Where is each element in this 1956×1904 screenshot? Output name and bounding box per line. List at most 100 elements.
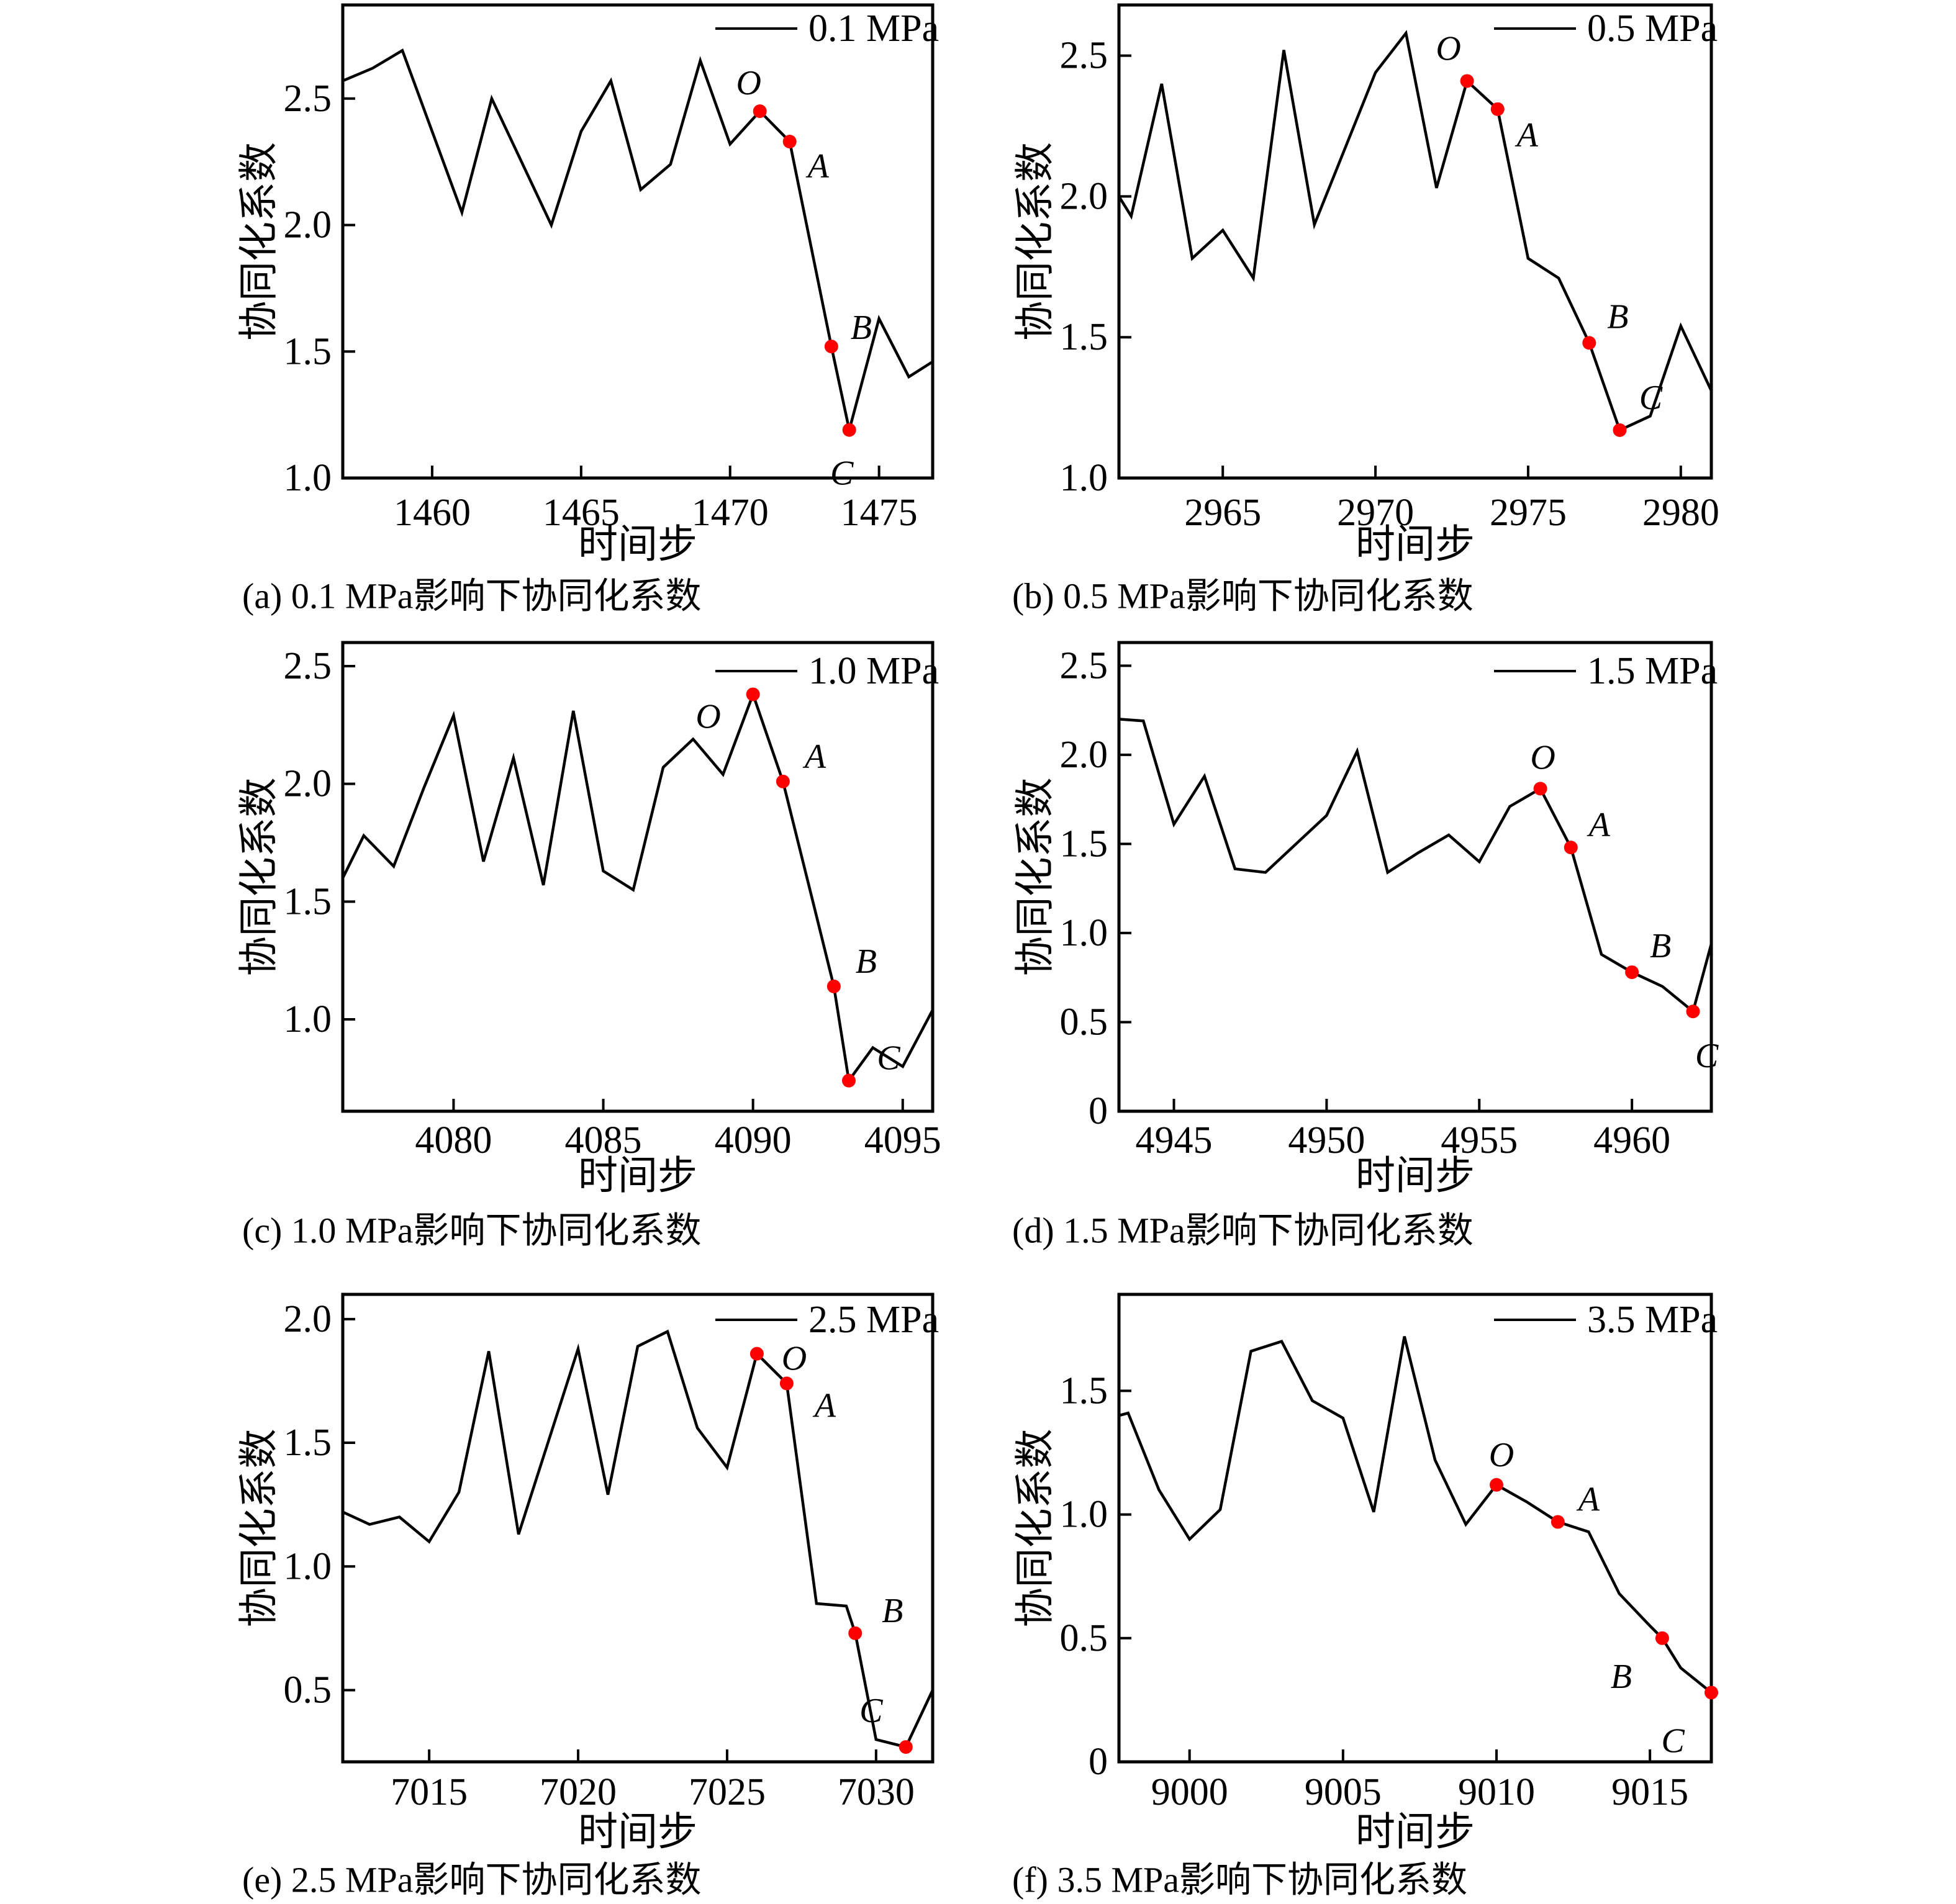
x-tick-label: 1460 (394, 492, 471, 534)
point-label-B: B (1650, 927, 1671, 965)
series-line (342, 1329, 935, 1749)
y-tick-label: 0.5 (284, 1669, 332, 1711)
x-tick-label: 4090 (715, 1119, 792, 1162)
caption: (b) 0.5 MPa影响下协同化系数 (1012, 576, 1474, 616)
point-label-A: A (802, 738, 826, 776)
legend-label: 2.5 MPa (808, 1299, 939, 1341)
y-tick-label: 2.5 (1060, 35, 1108, 77)
y-tick-label: 1.0 (1060, 457, 1108, 499)
plot-frame (341, 1293, 935, 1764)
point-label-B: B (856, 942, 877, 981)
point-label-C: C (1695, 1037, 1719, 1075)
y-tick-label: 0 (1089, 1090, 1108, 1132)
marked-point-C (1705, 1685, 1718, 1700)
chart-d: 4945 4950 4955 4960 0 0.5 1.0 1.5 2.0 2.5 时间步 协同化系数… (1012, 641, 1719, 1251)
y-tick-label: 1.0 (284, 1545, 332, 1587)
y-tick-label: 2.0 (284, 763, 332, 805)
point-label-B: B (1607, 297, 1628, 336)
marked-point-A (782, 135, 797, 149)
y-tick-label: 1.0 (1060, 1494, 1108, 1536)
x-axis-label: 时间步 (578, 1154, 697, 1198)
x-tick-label: 7020 (540, 1771, 617, 1813)
x-tick-label: 2970 (1337, 492, 1414, 534)
marked-point-A (1564, 841, 1578, 855)
x-tick-label: 4950 (1288, 1119, 1365, 1162)
marked-point-C (1613, 423, 1627, 437)
y-tick-label: 1.5 (1060, 1369, 1108, 1412)
marked-point-B (824, 340, 838, 354)
point-label-B: B (882, 1592, 903, 1630)
chart-panel-b: 2965 2970 2975 2980 1.0 1.5 2.0 2.5 时间步 协同化系数 O A B C… (978, 0, 1956, 634)
x-axis-label: 时间步 (1356, 1154, 1475, 1198)
series-line (1118, 1336, 1713, 1694)
x-tick-label: 2965 (1184, 492, 1261, 534)
plot-frame (341, 3, 935, 480)
marked-point-B (1582, 336, 1596, 350)
marked-point-A (1490, 102, 1505, 116)
legend-label: 0.1 MPa (808, 7, 939, 50)
point-label-O: O (1489, 1436, 1514, 1474)
marked-point-O (1460, 74, 1474, 88)
x-tick-label: 4960 (1593, 1119, 1670, 1162)
chart-c: 4080 4085 4090 4095 1.0 1.5 2.0 2.5 时间步 协同化系数 O A B C… (237, 641, 941, 1251)
y-axis-label: 协同化系数 (237, 778, 281, 977)
y-tick-label: 0.5 (1060, 1617, 1108, 1659)
caption: (e) 2.5 MPa影响下协同化系数 (242, 1860, 701, 1900)
marked-point-O (749, 1347, 764, 1361)
marked-point-B (1655, 1631, 1669, 1645)
caption: (d) 1.5 MPa影响下协同化系数 (1012, 1211, 1474, 1251)
x-tick-label: 9000 (1151, 1771, 1228, 1813)
point-label-A: A (805, 147, 830, 186)
series-line (341, 690, 934, 1085)
y-tick-label: 1.0 (284, 998, 332, 1040)
y-tick-label: 1.5 (1060, 823, 1108, 865)
y-tick-label: 1.5 (284, 330, 332, 372)
x-tick-label: 2980 (1642, 492, 1719, 534)
marked-point-C (842, 423, 856, 437)
x-tick-label: 4955 (1441, 1119, 1518, 1162)
point-label-C: C (877, 1039, 900, 1078)
x-axis-label: 时间步 (1356, 523, 1475, 567)
y-axis-label: 协同化系数 (1013, 1429, 1057, 1628)
legend-label: 3.5 MPa (1587, 1299, 1718, 1341)
x-tick-label: 4080 (415, 1119, 492, 1162)
caption: (c) 1.0 MPa影响下协同化系数 (242, 1211, 701, 1251)
series-line (1118, 718, 1713, 1014)
y-tick-label: 0 (1089, 1741, 1108, 1783)
y-axis-label: 协同化系数 (237, 142, 281, 341)
y-tick-label: 1.5 (284, 880, 332, 923)
point-label-C: C (859, 1692, 883, 1730)
plot-frame (1117, 641, 1713, 1113)
caption: (f) 3.5 MPa影响下协同化系数 (1012, 1860, 1467, 1900)
y-tick-label: 1.5 (284, 1422, 332, 1464)
marked-point-B (1625, 965, 1639, 980)
x-tick-label: 7015 (391, 1771, 468, 1813)
y-tick-label: 0.5 (1060, 1001, 1108, 1043)
x-tick-label: 9015 (1611, 1771, 1688, 1813)
chart-e: 7015 7020 7025 7030 0.5 1.0 1.5 2.0 时间步 协同化系数 OA B C… (237, 1293, 939, 1900)
x-tick-label: 7030 (838, 1771, 915, 1813)
legend-label: 1.0 MPa (808, 650, 939, 692)
x-axis-label: 时间步 (1356, 1810, 1475, 1854)
x-axis-label: 时间步 (578, 523, 697, 567)
x-axis-label: 时间步 (578, 1810, 697, 1854)
marked-point-A (1551, 1515, 1565, 1529)
y-axis-label: 协同化系数 (1013, 778, 1057, 977)
marked-point-O (753, 104, 767, 119)
y-axis-label: 协同化系数 (1013, 142, 1057, 341)
chart-panel-f: 9000 9005 9010 9015 0 0.5 1.0 1.5 时间步 协同化系数 O A B C 3.… (978, 1269, 1956, 1904)
point-label-C: C (1661, 1721, 1685, 1760)
y-tick-label: 2.5 (284, 645, 332, 687)
chart-panel-e: 7015 7020 7025 7030 0.5 1.0 1.5 2.0 时间步 协同化系数 O A B C… (0, 1269, 978, 1904)
marked-point-A (776, 774, 790, 788)
point-label-O: O (1530, 738, 1555, 777)
x-tick-label: 4945 (1136, 1119, 1213, 1162)
y-tick-label: 2.5 (1060, 644, 1108, 687)
point-label-O: O (736, 64, 761, 102)
x-tick-label: 9010 (1458, 1771, 1535, 1813)
point-label-A: A (1587, 806, 1611, 844)
x-tick-label: 4095 (864, 1119, 941, 1162)
marked-point-O (746, 687, 760, 702)
y-tick-label: 2.0 (284, 204, 332, 246)
